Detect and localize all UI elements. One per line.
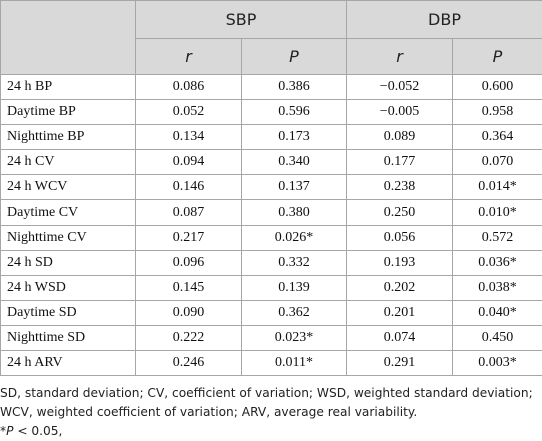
row-label: 24 h WSD — [0, 274, 136, 301]
table-row: 24 h ARV 0.246 0.011* 0.291 0.003* — [0, 350, 542, 377]
footnote-abbreviations: SD, standard deviation; CV, coefficient … — [0, 386, 533, 420]
value-cell: 0.596 — [241, 99, 347, 126]
row-label: 24 h BP — [0, 73, 136, 101]
value-cell: 0.074 — [346, 324, 453, 352]
value-cell: 0.137 — [241, 174, 347, 201]
value-cell: 0.040* — [451, 299, 542, 326]
sub-header: P — [451, 38, 542, 75]
table-row: Daytime CV 0.087 0.380 0.250 0.010* — [0, 199, 542, 226]
value-cell: 0.202 — [346, 274, 453, 301]
value-cell: 0.362 — [241, 299, 347, 326]
value-cell: 0.010* — [451, 199, 542, 226]
value-cell: 0.145 — [135, 274, 242, 301]
row-label: Nighttime SD — [0, 324, 136, 352]
value-cell: 0.246 — [135, 350, 242, 377]
value-cell: 0.177 — [346, 149, 453, 176]
sub-header: r — [135, 38, 242, 75]
sub-header: P — [241, 38, 347, 75]
value-cell: 0.600 — [451, 73, 542, 101]
value-cell: −0.005 — [346, 99, 453, 126]
value-cell: 0.011* — [241, 350, 347, 377]
group-header: SBP — [135, 0, 347, 39]
table-row: 24 h BP 0.086 0.386 −0.052 0.600 — [0, 73, 542, 101]
table-row: Daytime SD 0.090 0.362 0.201 0.040* — [0, 299, 542, 326]
row-label: Daytime BP — [0, 99, 136, 126]
value-cell: 0.572 — [451, 224, 542, 251]
value-cell: 0.056 — [346, 224, 453, 251]
value-cell: 0.201 — [346, 299, 453, 326]
sub-header: r — [346, 38, 453, 75]
table-row: Nighttime SD 0.222 0.023* 0.074 0.450 — [0, 324, 542, 352]
table-row: Nighttime BP 0.134 0.173 0.089 0.364 — [0, 124, 542, 151]
value-cell: 0.090 — [135, 299, 242, 326]
value-cell: 0.070 — [451, 149, 542, 176]
value-cell: 0.364 — [451, 124, 542, 151]
value-cell: 0.038* — [451, 274, 542, 301]
row-label: Nighttime CV — [0, 224, 136, 251]
row-label: 24 h CV — [0, 149, 136, 176]
value-cell: 0.250 — [346, 199, 453, 226]
value-cell: 0.958 — [451, 99, 542, 126]
table-row: 24 h WCV 0.146 0.137 0.238 0.014* — [0, 174, 542, 201]
table-row: 24 h SD 0.096 0.332 0.193 0.036* — [0, 249, 542, 276]
table-row: 24 h WSD 0.145 0.139 0.202 0.038* — [0, 274, 542, 301]
footnote-mark: * — [0, 424, 7, 439]
row-label: Nighttime BP — [0, 124, 136, 151]
value-cell: 0.134 — [135, 124, 242, 151]
value-cell: 0.193 — [346, 249, 453, 276]
value-cell: 0.380 — [241, 199, 347, 226]
corner-cell — [0, 0, 136, 75]
value-cell: 0.014* — [451, 174, 542, 201]
table-row: Nighttime CV 0.217 0.026* 0.056 0.572 — [0, 224, 542, 251]
value-cell: 0.450 — [451, 324, 542, 352]
value-cell: 0.096 — [135, 249, 242, 276]
value-cell: 0.146 — [135, 174, 242, 201]
value-cell: 0.094 — [135, 149, 242, 176]
value-cell: 0.052 — [135, 99, 242, 126]
value-cell: 0.036* — [451, 249, 542, 276]
value-cell: 0.139 — [241, 274, 347, 301]
row-label: 24 h WCV — [0, 174, 136, 201]
value-cell: 0.238 — [346, 174, 453, 201]
value-cell: 0.291 — [346, 350, 453, 377]
value-cell: 0.023* — [241, 324, 347, 352]
footnote-threshold: < 0.05, — [13, 424, 63, 439]
row-label: Daytime SD — [0, 299, 136, 326]
footnote: SD, standard deviation; CV, coefficient … — [0, 384, 542, 441]
value-cell: 0.386 — [241, 73, 347, 101]
value-cell: −0.052 — [346, 73, 453, 101]
table-row: Daytime BP 0.052 0.596 −0.005 0.958 — [0, 99, 542, 126]
value-cell: 0.003* — [451, 350, 542, 377]
value-cell: 0.089 — [346, 124, 453, 151]
value-cell: 0.340 — [241, 149, 347, 176]
row-label: 24 h ARV — [0, 350, 136, 377]
row-label: 24 h SD — [0, 249, 136, 276]
value-cell: 0.217 — [135, 224, 242, 251]
value-cell: 0.222 — [135, 324, 242, 352]
group-header: DBP — [345, 0, 542, 39]
footnote-p: P — [6, 424, 14, 439]
value-cell: 0.173 — [241, 124, 347, 151]
row-label: Daytime CV — [0, 199, 136, 226]
value-cell: 0.332 — [241, 249, 347, 276]
value-cell: 0.086 — [135, 73, 242, 101]
value-cell: 0.087 — [135, 199, 242, 226]
value-cell: 0.026* — [241, 224, 347, 251]
table-row: 24 h CV 0.094 0.340 0.177 0.070 — [0, 149, 542, 176]
